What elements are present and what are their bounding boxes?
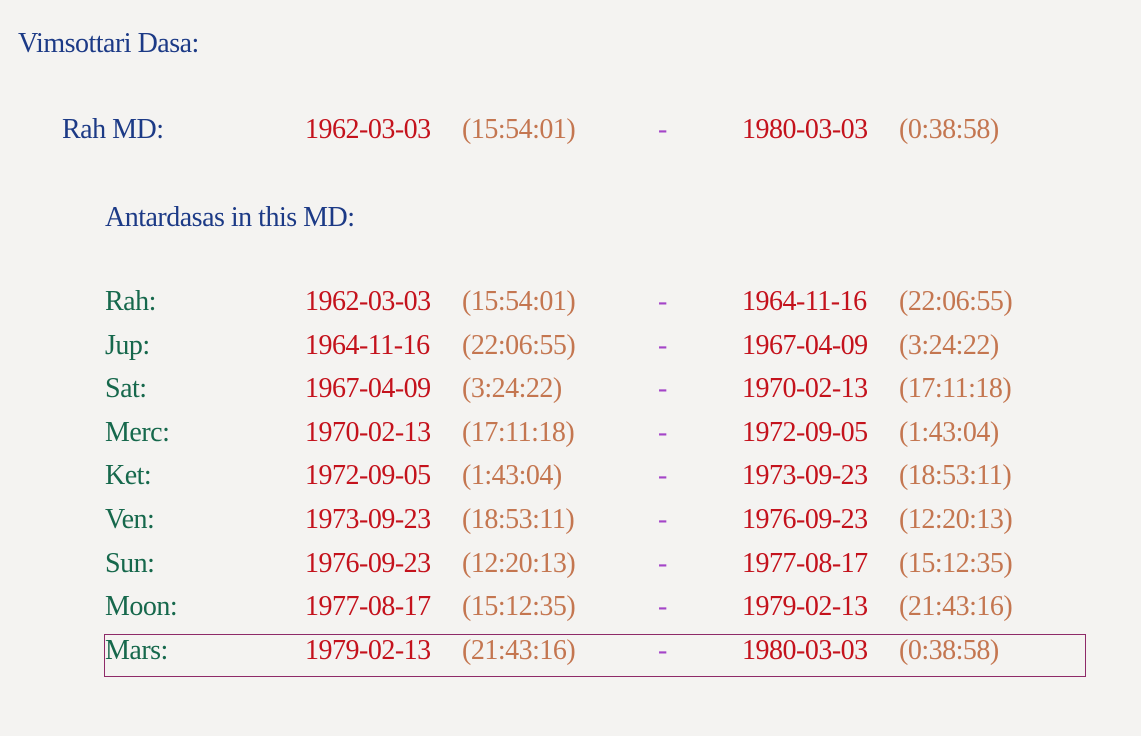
start-time: (12:20:13) [462, 547, 576, 579]
separator: - [658, 329, 667, 361]
separator: - [658, 416, 667, 448]
separator: - [658, 460, 667, 492]
start-time: (15:54:01) [462, 286, 576, 317]
end-time: (1:43:04) [899, 416, 999, 448]
separator: - [658, 286, 667, 317]
end-time: (21:43:16) [899, 591, 1013, 623]
end-time: (12:20:13) [899, 504, 1013, 535]
period-label: Rah: [105, 286, 156, 317]
end-time: (0:38:58) [899, 634, 999, 666]
start-date: 1972-09-05 [305, 460, 431, 492]
end-date: 1979-02-13 [742, 591, 868, 623]
antardasa-heading: Antardasas in this MD: [105, 202, 355, 233]
end-time: (3:24:22) [899, 329, 999, 361]
end-time: (17:11:18) [899, 373, 1012, 405]
end-time: (22:06:55) [899, 286, 1013, 317]
period-label: Ket: [105, 460, 152, 492]
period-label: Mars: [105, 634, 168, 666]
separator: - [658, 373, 667, 405]
start-date: 1967-04-09 [305, 373, 431, 405]
start-date: 1977-08-17 [305, 591, 431, 623]
separator: - [658, 634, 667, 666]
end-date: 1977-08-17 [742, 547, 868, 579]
end-date: 1976-09-23 [742, 504, 868, 535]
start-date: 1976-09-23 [305, 547, 431, 579]
end-date: 1970-02-13 [742, 373, 868, 405]
separator: - [658, 547, 667, 579]
selected-row-box [104, 634, 1086, 677]
start-date: 1970-02-13 [305, 416, 431, 448]
start-date: 1964-11-16 [305, 329, 430, 361]
start-time: (22:06:55) [462, 329, 576, 361]
end-date: 1980-03-03 [742, 634, 868, 666]
period-label: Moon: [105, 591, 178, 623]
end-date: 1973-09-23 [742, 460, 868, 492]
separator: - [658, 504, 667, 535]
start-time: (17:11:18) [462, 416, 575, 448]
period-label: Ven: [105, 504, 155, 535]
end-time: (0:38:58) [899, 114, 999, 145]
separator: - [658, 114, 667, 145]
title: Vimsottari Dasa: [18, 28, 199, 59]
start-date: 1973-09-23 [305, 504, 431, 535]
period-label: Jup: [105, 329, 150, 361]
start-time: (18:53:11) [462, 504, 575, 535]
end-time: (18:53:11) [899, 460, 1012, 492]
end-date: 1972-09-05 [742, 416, 868, 448]
end-time: (15:12:35) [899, 547, 1013, 579]
start-time: (15:12:35) [462, 591, 576, 623]
end-date: 1980-03-03 [742, 114, 868, 145]
start-time: (21:43:16) [462, 634, 576, 666]
end-date: 1967-04-09 [742, 329, 868, 361]
period-label: Sat: [105, 373, 147, 405]
separator: - [658, 591, 667, 623]
start-time: (15:54:01) [462, 114, 576, 145]
period-label: Sun: [105, 547, 155, 579]
period-label: Merc: [105, 416, 170, 448]
start-time: (3:24:22) [462, 373, 562, 405]
start-date: 1962-03-03 [305, 286, 431, 317]
period-label: Rah MD: [62, 114, 164, 145]
start-time: (1:43:04) [462, 460, 562, 492]
start-date: 1979-02-13 [305, 634, 431, 666]
end-date: 1964-11-16 [742, 286, 867, 317]
start-date: 1962-03-03 [305, 114, 431, 145]
